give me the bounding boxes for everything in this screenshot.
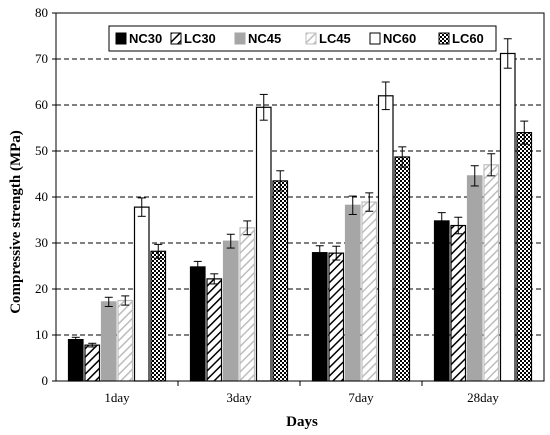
bar-lc60-7day <box>394 156 411 382</box>
bar-nc45-1day <box>100 301 117 382</box>
bar-lc30-1day <box>84 344 101 382</box>
y-tick-label: 80 <box>35 5 48 20</box>
bar-nc30-1day <box>67 339 84 382</box>
bars <box>67 38 533 382</box>
legend-label-lc30: LC30 <box>184 31 216 46</box>
legend-label-lc45: LC45 <box>319 31 351 46</box>
y-tick-label: 70 <box>35 51 48 66</box>
x-tick-labels: 1day 3day 7day 28day <box>104 390 499 405</box>
legend-label-nc30: NC30 <box>129 31 162 46</box>
legend-swatch-nc60 <box>369 32 381 45</box>
bar-lc60-1day <box>150 250 167 382</box>
legend-swatch-lc30 <box>170 32 182 45</box>
y-tick-label: 40 <box>35 189 48 204</box>
bar-nc60-3day <box>255 106 272 382</box>
bar-lc45-1day <box>117 299 134 382</box>
y-axis-title: Compressive strength (MPa) <box>8 130 24 314</box>
y-tick-labels: 0 10 20 30 40 50 60 70 80 <box>35 5 48 388</box>
y-tick-label: 50 <box>35 143 48 158</box>
bar-lc30-7day <box>328 252 345 382</box>
legend-swatch-nc30 <box>115 32 127 45</box>
bar-nc60-7day <box>377 95 394 382</box>
legend-swatch-lc60 <box>438 32 450 45</box>
legend-label-nc60: NC60 <box>383 31 416 46</box>
legend-swatch-lc45 <box>305 32 317 45</box>
bar-lc45-7day <box>361 201 378 382</box>
x-tick-label: 28day <box>467 390 499 405</box>
y-tick-label: 20 <box>35 281 48 296</box>
bar-nc60-28day <box>499 52 516 382</box>
bar-nc45-3day <box>222 240 239 382</box>
x-axis-title: Days <box>286 414 318 430</box>
y-tick-label: 0 <box>42 373 49 388</box>
bar-nc45-7day <box>344 204 361 382</box>
y-tick-label: 30 <box>35 235 48 250</box>
bar-nc30-7day <box>311 252 328 382</box>
legend-swatch-nc45 <box>234 32 246 45</box>
bar-lc45-28day <box>483 164 500 382</box>
x-tick-label: 7day <box>348 390 374 405</box>
bar-nc30-28day <box>433 220 450 382</box>
bar-lc45-3day <box>239 227 256 382</box>
bar-nc60-1day <box>133 206 150 382</box>
axes <box>52 12 545 386</box>
legend-label-lc60: LC60 <box>452 31 484 46</box>
legend: NC30 LC30 NC45 LC45 NC60 LC60 <box>108 25 497 52</box>
bar-nc45-28day <box>466 175 483 382</box>
bar-lc30-3day <box>206 278 223 382</box>
y-tick-label: 60 <box>35 97 48 112</box>
bar-nc30-3day <box>189 266 206 382</box>
bar-lc60-3day <box>272 180 289 382</box>
legend-label-nc45: NC45 <box>248 31 281 46</box>
legend-box <box>108 25 497 52</box>
bar-lc60-28day <box>516 132 533 382</box>
x-tick-label: 3day <box>226 390 252 405</box>
bar-lc30-28day <box>450 224 467 382</box>
y-tick-label: 10 <box>35 327 48 342</box>
x-tick-label: 1day <box>104 390 130 405</box>
